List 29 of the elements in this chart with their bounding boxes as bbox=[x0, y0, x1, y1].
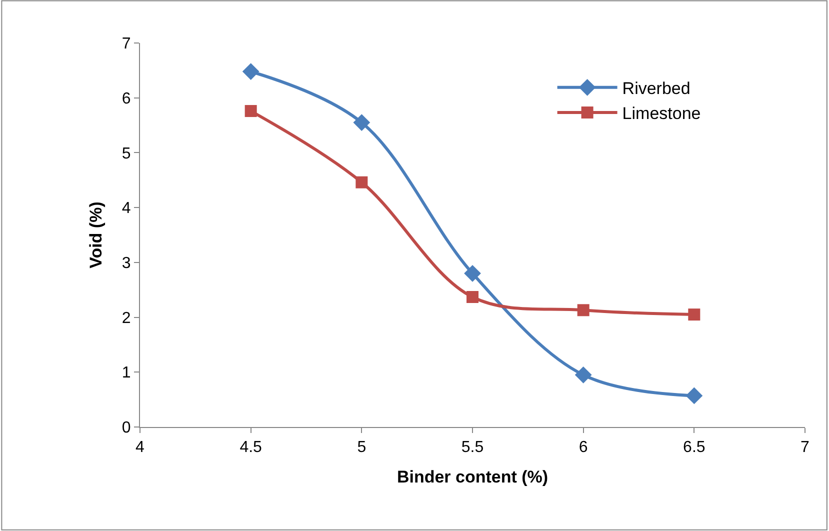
y-tick-label: 3 bbox=[122, 255, 131, 272]
point bbox=[244, 105, 257, 118]
point bbox=[353, 114, 370, 131]
point bbox=[686, 387, 703, 404]
x-tick-label: 6.5 bbox=[683, 439, 706, 456]
x-tick-label: 6 bbox=[578, 439, 588, 456]
x-tick-label: 4.5 bbox=[240, 439, 262, 456]
point bbox=[464, 264, 481, 282]
legend-label: Limestone bbox=[622, 104, 701, 124]
y-tick-label: 5 bbox=[122, 145, 131, 162]
point bbox=[688, 308, 700, 321]
y-tick-label: 7 bbox=[122, 36, 131, 53]
x-tick-label: 5.5 bbox=[461, 439, 484, 456]
y-tick-label: 1 bbox=[122, 364, 131, 382]
x-tick-label: 7 bbox=[800, 439, 810, 456]
y-axis-title: Void (%) bbox=[86, 202, 106, 268]
legend-label: Riverbed bbox=[622, 79, 690, 98]
x-axis-title: Binder content (%) bbox=[396, 468, 548, 487]
point bbox=[577, 304, 590, 316]
y-tick-label: 2 bbox=[122, 310, 131, 327]
x-tick-label: 4 bbox=[136, 439, 145, 456]
point bbox=[242, 63, 260, 80]
point bbox=[466, 290, 478, 303]
y-tick-label: 4 bbox=[122, 200, 131, 218]
point bbox=[356, 176, 368, 188]
y-tick-label: 6 bbox=[122, 90, 131, 108]
x-tick-label: 5 bbox=[357, 439, 366, 456]
y-tick-label: 0 bbox=[122, 420, 131, 437]
point bbox=[574, 366, 592, 384]
